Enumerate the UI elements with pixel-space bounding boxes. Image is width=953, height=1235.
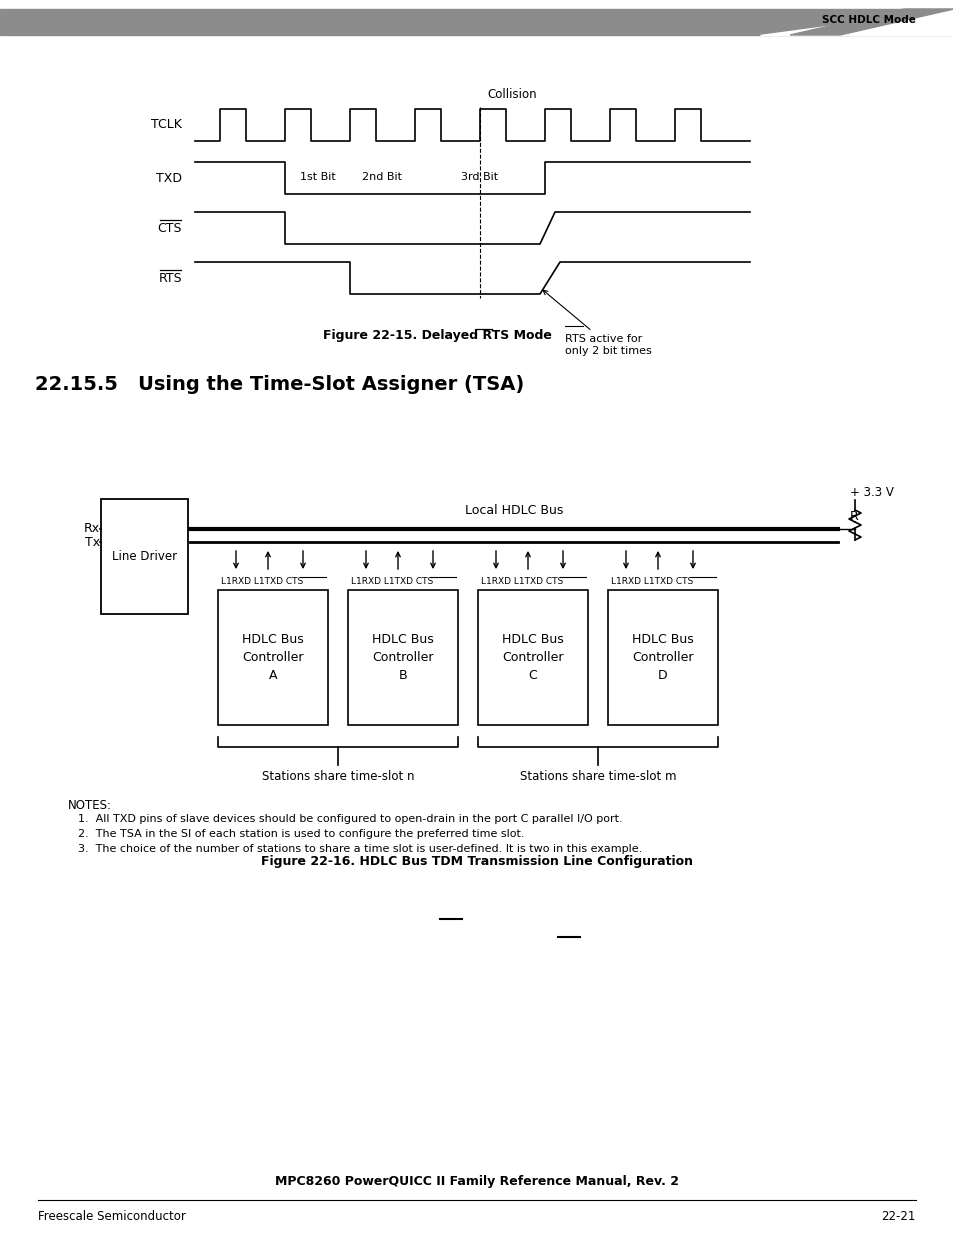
Polygon shape (760, 9, 953, 35)
Text: MPC8260 PowerQUICC II Family Reference Manual, Rev. 2: MPC8260 PowerQUICC II Family Reference M… (274, 1176, 679, 1188)
Text: 3.  The choice of the number of stations to share a time slot is user-defined. I: 3. The choice of the number of stations … (78, 844, 641, 853)
Text: HDLC Bus
Controller
A: HDLC Bus Controller A (242, 634, 304, 682)
Text: L1RXD L1TXD CTS: L1RXD L1TXD CTS (480, 578, 562, 587)
Text: 1st Bit: 1st Bit (299, 172, 335, 182)
Bar (348, 590, 457, 725)
Text: HDLC Bus
Controller
D: HDLC Bus Controller D (632, 634, 693, 682)
Polygon shape (789, 9, 953, 35)
Text: Figure 22-16. HDLC Bus TDM Transmission Line Configuration: Figure 22-16. HDLC Bus TDM Transmission … (261, 855, 692, 867)
Text: HDLC Bus
Controller
B: HDLC Bus Controller B (372, 634, 434, 682)
Text: L1RXD L1TXD CTS: L1RXD L1TXD CTS (610, 578, 693, 587)
Text: 2nd Bit: 2nd Bit (362, 172, 402, 182)
Text: 22.15.5   Using the Time-Slot Assigner (TSA): 22.15.5 Using the Time-Slot Assigner (TS… (35, 374, 524, 394)
Bar (477, 590, 587, 725)
Bar (101, 499, 188, 614)
Text: TXD: TXD (156, 172, 182, 184)
Text: Stations share time-slot n: Stations share time-slot n (261, 771, 414, 783)
Text: + 3.3 V: + 3.3 V (849, 485, 893, 499)
Text: R: R (849, 510, 858, 524)
Text: 22-21: 22-21 (881, 1209, 915, 1223)
Text: 3rd Bit: 3rd Bit (461, 172, 498, 182)
Text: Local HDLC Bus: Local HDLC Bus (464, 505, 562, 517)
Text: RTS: RTS (158, 272, 182, 284)
Text: Tx: Tx (85, 536, 100, 548)
Text: L1RXD L1TXD CTS: L1RXD L1TXD CTS (351, 578, 433, 587)
Text: Line Driver: Line Driver (112, 550, 177, 563)
Bar (218, 590, 328, 725)
Text: 1.  All TXD pins of slave devices should be configured to open-drain in the port: 1. All TXD pins of slave devices should … (78, 814, 622, 824)
Text: TCLK: TCLK (151, 119, 182, 131)
Bar (0, 9, 953, 35)
Text: CTS: CTS (157, 221, 182, 235)
Text: NOTES:: NOTES: (68, 799, 112, 811)
Text: L1RXD L1TXD CTS: L1RXD L1TXD CTS (221, 578, 303, 587)
Text: Rx: Rx (84, 522, 100, 536)
Text: 2.  The TSA in the SI of each station is used to configure the preferred time sl: 2. The TSA in the SI of each station is … (78, 829, 524, 839)
Text: Freescale Semiconductor: Freescale Semiconductor (38, 1209, 186, 1223)
Text: RTS active for
only 2 bit times: RTS active for only 2 bit times (542, 290, 651, 356)
Text: SCC HDLC Mode: SCC HDLC Mode (821, 15, 915, 25)
Bar (607, 590, 718, 725)
Text: Collision: Collision (487, 88, 537, 101)
Text: Figure 22-15. Delayed RTS Mode: Figure 22-15. Delayed RTS Mode (323, 330, 552, 342)
Text: Stations share time-slot m: Stations share time-slot m (519, 771, 676, 783)
Text: HDLC Bus
Controller
C: HDLC Bus Controller C (501, 634, 563, 682)
